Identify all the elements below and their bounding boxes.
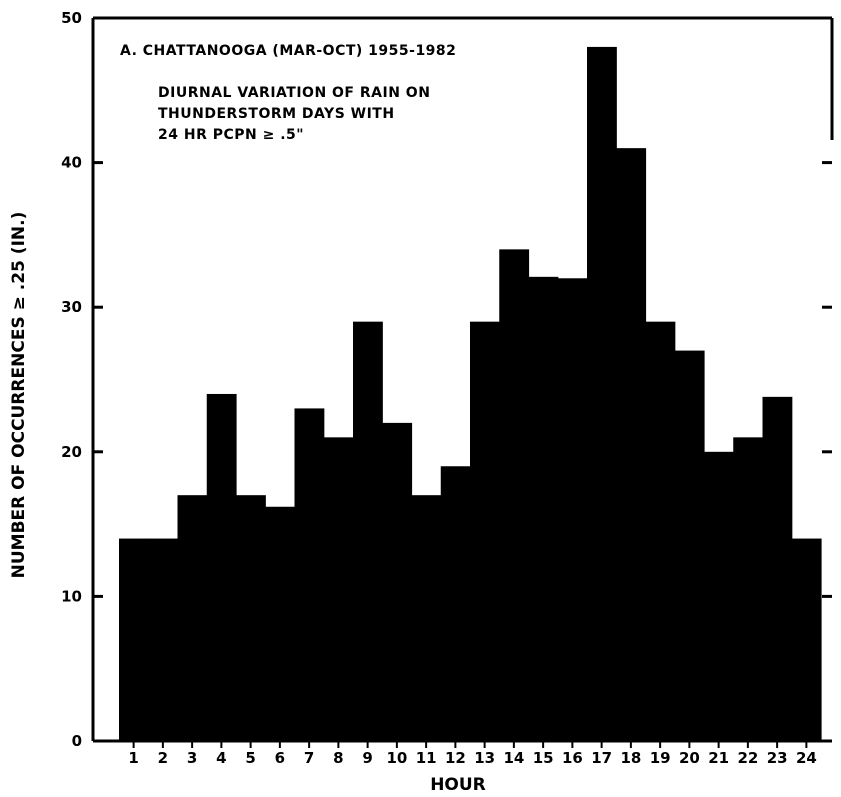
bar-hour-17 <box>587 46 617 742</box>
bar-hour-3 <box>177 495 208 741</box>
bar-hour-9 <box>353 321 383 741</box>
bar-hour-12 <box>440 466 471 741</box>
x-axis-title: HOUR <box>430 775 486 795</box>
x-tick-label: 12 <box>445 749 466 767</box>
bar-hour-14 <box>499 249 530 742</box>
x-tick-label: 10 <box>386 749 407 767</box>
chart-subtitle-line-3: 24 HR PCPN ≥ .5" <box>158 127 304 143</box>
x-tick-label: 5 <box>245 749 255 767</box>
x-ticks: 1 2 3 4 5 6 7 8 9 10 11 12 13 14 15 16 17 18 19 20 21 22 23 24 <box>128 741 817 767</box>
x-tick-label: 16 <box>562 749 583 767</box>
bar-hour-24 <box>791 538 822 741</box>
x-tick-label: 15 <box>533 749 554 767</box>
x-tick-label: 11 <box>416 749 437 767</box>
y-tick-label: 30 <box>61 298 82 316</box>
bar-hour-20 <box>674 350 705 741</box>
x-tick-label: 6 <box>275 749 285 767</box>
bar-hour-19 <box>645 321 676 741</box>
x-tick-label: 21 <box>708 749 729 767</box>
bar-hour-10 <box>382 422 413 741</box>
bar-hour-1 <box>119 538 149 741</box>
x-tick-label: 13 <box>474 749 495 767</box>
x-tick-label: 22 <box>737 749 758 767</box>
y-axis-title: NUMBER OF OCCURRENCES ≥ .25 (IN.) <box>9 212 29 579</box>
bar-hour-6 <box>265 506 296 741</box>
chart-title: A. CHATTANOOGA (MAR-OCT) 1955-1982 <box>120 43 456 59</box>
bar-hour-4 <box>206 393 237 741</box>
y-tick-label: 10 <box>61 587 82 605</box>
y-tick-label: 0 <box>72 732 82 750</box>
bar-hour-23 <box>762 396 793 741</box>
x-tick-label: 19 <box>650 749 671 767</box>
x-tick-label: 24 <box>796 749 817 767</box>
bar-hour-22 <box>733 437 764 741</box>
x-tick-label: 4 <box>216 749 226 767</box>
x-tick-label: 18 <box>620 749 641 767</box>
bar-hour-11 <box>411 495 442 741</box>
x-tick-label: 20 <box>679 749 700 767</box>
y-tick-label: 20 <box>61 443 82 461</box>
bar-hour-15 <box>528 276 559 741</box>
bar-hour-13 <box>470 321 500 741</box>
x-tick-label: 2 <box>158 749 168 767</box>
bar-hour-18 <box>616 148 647 741</box>
x-tick-label: 9 <box>362 749 372 767</box>
x-tick-label: 8 <box>333 749 343 767</box>
bar-hour-21 <box>704 451 734 741</box>
y-ticks: 0 10 20 30 40 50 <box>61 9 832 750</box>
bar-hour-5 <box>236 495 266 741</box>
bar-hour-7 <box>294 408 325 741</box>
x-tick-label: 3 <box>187 749 197 767</box>
bar-hour-8 <box>323 437 354 741</box>
bar-hour-16 <box>557 278 588 741</box>
x-tick-label: 23 <box>767 749 788 767</box>
axes <box>91 16 834 743</box>
chart-subtitle-line-1: DIURNAL VARIATION OF RAIN ON <box>158 85 430 101</box>
y-tick-label: 40 <box>61 154 82 172</box>
bars <box>119 46 822 742</box>
y-tick-label: 50 <box>61 9 82 27</box>
chart-subtitle-line-2: THUNDERSTORM DAYS WITH <box>158 106 395 122</box>
x-tick-label: 17 <box>591 749 612 767</box>
x-tick-label: 1 <box>128 749 138 767</box>
x-tick-label: 14 <box>503 749 524 767</box>
x-tick-label: 7 <box>304 749 314 767</box>
bar-hour-2 <box>148 538 179 741</box>
